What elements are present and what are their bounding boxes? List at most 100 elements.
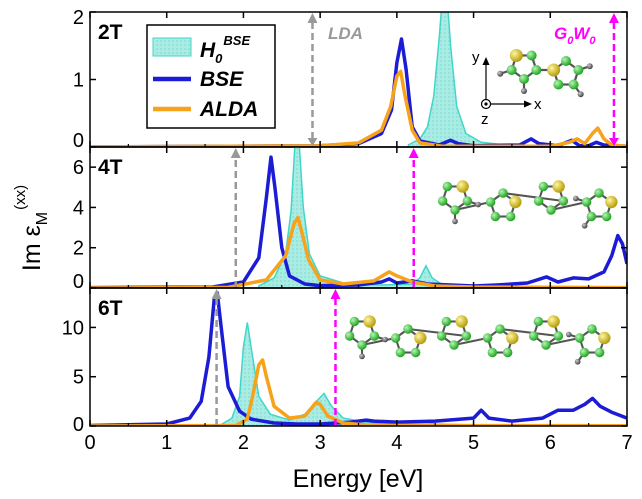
carbon-atom (538, 181, 549, 192)
hydrogen-atom (572, 195, 579, 202)
x-tick-label: 3 (315, 432, 326, 454)
panel-6T: 0 5 10 6T (62, 287, 628, 436)
y-tick-label: 1 (73, 70, 84, 92)
carbon-atom (594, 188, 604, 198)
bond (453, 336, 488, 347)
carbon-atom (344, 331, 355, 341)
carbon-atom (450, 205, 460, 215)
y-tick-label: 0 (73, 130, 84, 152)
bond (361, 336, 396, 347)
carbon-atom (533, 196, 544, 206)
carbon-atom (586, 211, 597, 222)
legend-label-h0: H0BSE (200, 33, 250, 66)
alda-line (90, 358, 627, 426)
carbon-atom (573, 64, 584, 75)
hydrogen-atom (565, 331, 572, 338)
sulfur-atom (509, 195, 522, 209)
bse-line (90, 37, 627, 147)
carbon-atom (519, 74, 529, 84)
x-axis-label: Energy [eV] (293, 465, 424, 493)
sulfur-atom (414, 331, 427, 345)
panel-label: 2T (98, 21, 123, 44)
carbon-atom (528, 331, 539, 341)
carbon-atom (482, 333, 493, 343)
carbon-atom (561, 56, 571, 66)
bond (499, 327, 559, 338)
axis-z-letter: z (481, 111, 489, 128)
axis-y-letter: y (472, 49, 480, 66)
y-tick-label: 2 (73, 7, 84, 29)
carbon-atom (601, 211, 612, 222)
carbon-atom (436, 331, 447, 341)
carbon-atom (462, 196, 473, 206)
carbon-atom (349, 316, 360, 327)
carbon-atom (546, 205, 556, 215)
carbon-atom (505, 211, 516, 222)
bond (545, 336, 580, 347)
molecule-4t-icon (437, 180, 618, 229)
bond (550, 200, 587, 212)
carbon-atom (441, 316, 452, 327)
panel-frame (89, 287, 628, 427)
hydrogen-atom (586, 63, 593, 70)
carbon-atom (579, 347, 590, 358)
hydrogen-atom (475, 201, 482, 208)
g0w0-gap-arrow (608, 13, 619, 146)
x-tick-label: 7 (621, 432, 632, 454)
carbon-atom (498, 188, 508, 198)
legend-swatch-h0 (152, 37, 192, 57)
x-tick-label: 6 (545, 432, 556, 454)
sulfur-atom (363, 315, 376, 328)
hydrogen-atom (574, 358, 581, 365)
carbon-atom (461, 331, 472, 341)
lda-onset-arrow (211, 289, 222, 426)
coordinate-axes-icon (480, 57, 532, 110)
carbon-atom (558, 196, 569, 206)
sulfur-atom (509, 48, 523, 62)
bse-line (90, 155, 627, 288)
carbon-atom (526, 50, 537, 61)
bond (407, 327, 467, 338)
sulfur-atom (455, 315, 468, 328)
alda-line (90, 69, 627, 147)
y-tick-label: 10 (62, 317, 84, 339)
carbon-atom (574, 333, 585, 343)
carbon-atom (587, 324, 597, 334)
bond (502, 191, 564, 203)
carbon-atom (553, 79, 564, 90)
y-tick-label: 2 (73, 238, 84, 260)
legend-label-alda: ALDA (199, 98, 258, 121)
panel-4T: 0 2 4 6 4T (73, 146, 628, 293)
carbon-atom (487, 347, 498, 358)
carbon-atom (390, 333, 401, 343)
plot-area (90, 147, 627, 288)
y-tick-label: 4 (73, 197, 84, 219)
x-tick-labels: 0 1 2 3 4 5 6 7 (84, 432, 632, 454)
carbon-atom (369, 331, 380, 341)
axis-x-letter: x (534, 96, 542, 113)
carbon-atom (490, 211, 501, 222)
lda-onset-arrow (230, 148, 241, 288)
carbon-atom (403, 324, 413, 334)
y-tick-label: 0 (73, 414, 84, 436)
hydrogen-atom (497, 70, 504, 77)
carbon-atom (357, 340, 367, 350)
carbon-atom (395, 347, 406, 358)
bse-line (90, 291, 627, 426)
molecule-2t-icon (497, 48, 593, 98)
sulfur-atom (605, 195, 618, 209)
panel-label: 6T (98, 297, 123, 320)
hydrogen-atom (452, 218, 458, 225)
molecule-6t-icon (344, 315, 611, 365)
hydrogen-atom (581, 222, 588, 229)
carbon-atom (485, 197, 496, 207)
bond (454, 200, 491, 212)
sulfur-atom (552, 180, 565, 193)
legend: H0BSE BSE ALDA (146, 24, 276, 129)
carbon-atom (531, 65, 542, 76)
x-tick-label: 1 (161, 432, 172, 454)
x-tick-label: 2 (238, 432, 249, 454)
carbon-atom (506, 65, 517, 76)
g0w0-gap-arrow (330, 289, 341, 426)
carbon-atom (410, 347, 421, 358)
